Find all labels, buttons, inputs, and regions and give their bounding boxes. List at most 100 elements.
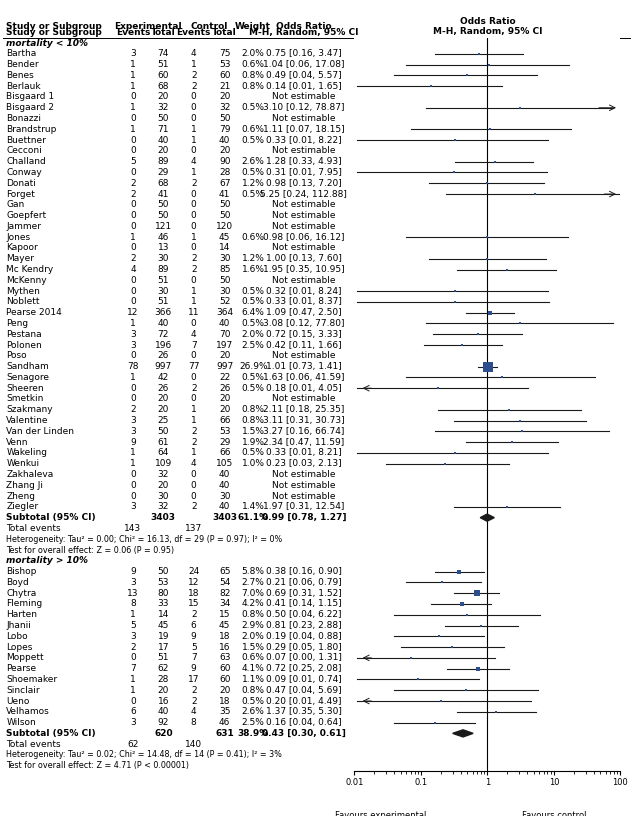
- Text: 72: 72: [158, 330, 169, 339]
- Text: 51: 51: [158, 276, 169, 285]
- Text: 2: 2: [191, 265, 196, 274]
- Text: 90: 90: [219, 157, 230, 166]
- Text: 53: 53: [158, 578, 169, 587]
- Text: Heterogeneity: Tau² = 0.02; Chi² = 14.48, df = 14 (P = 0.41); I² = 3%: Heterogeneity: Tau² = 0.02; Chi² = 14.48…: [6, 751, 282, 760]
- Text: Boyd: Boyd: [6, 578, 29, 587]
- Text: 21: 21: [219, 82, 230, 91]
- Text: 63: 63: [219, 654, 230, 663]
- Text: 0.23 [0.03, 2.13]: 0.23 [0.03, 2.13]: [266, 459, 342, 468]
- Text: 14: 14: [158, 610, 169, 619]
- Text: 82: 82: [219, 588, 230, 597]
- Text: Jones: Jones: [6, 233, 30, 242]
- Text: 74: 74: [158, 49, 169, 58]
- Text: 75: 75: [219, 49, 230, 58]
- Text: 41: 41: [219, 189, 230, 198]
- Text: Bisgaard 1: Bisgaard 1: [6, 92, 54, 101]
- Text: 32: 32: [219, 104, 230, 113]
- Text: 997: 997: [216, 362, 234, 371]
- Text: 0: 0: [191, 373, 197, 382]
- Text: Zheng: Zheng: [6, 491, 35, 500]
- Text: 3: 3: [130, 503, 136, 512]
- Text: 65: 65: [219, 567, 230, 576]
- Text: 0.75 [0.16, 3.47]: 0.75 [0.16, 3.47]: [266, 49, 342, 58]
- Text: 28: 28: [158, 675, 169, 684]
- Text: 54: 54: [219, 578, 230, 587]
- Text: 0.16 [0.04, 0.64]: 0.16 [0.04, 0.64]: [266, 718, 342, 727]
- Text: 78: 78: [127, 362, 139, 371]
- Text: 3.08 [0.12, 77.80]: 3.08 [0.12, 77.80]: [263, 319, 344, 328]
- Text: 11: 11: [188, 308, 199, 317]
- Text: 0.21 [0.06, 0.79]: 0.21 [0.06, 0.79]: [266, 578, 342, 587]
- Text: 51: 51: [158, 654, 169, 663]
- Text: 2.0%: 2.0%: [242, 49, 265, 58]
- Text: 35: 35: [219, 707, 230, 716]
- Text: 50: 50: [158, 567, 169, 576]
- Text: 30: 30: [158, 286, 169, 295]
- Text: 70: 70: [219, 330, 230, 339]
- Text: 0: 0: [130, 92, 136, 101]
- Text: 9: 9: [191, 632, 197, 641]
- Text: 30: 30: [219, 286, 230, 295]
- Text: 0.5%: 0.5%: [242, 319, 265, 328]
- Text: 4: 4: [191, 330, 196, 339]
- Text: 0.31 [0.01, 7.95]: 0.31 [0.01, 7.95]: [266, 168, 342, 177]
- Text: 42: 42: [158, 373, 169, 382]
- Text: Total: Total: [151, 28, 176, 37]
- Text: 109: 109: [154, 459, 172, 468]
- Text: 997: 997: [154, 362, 172, 371]
- Text: 631: 631: [215, 729, 234, 738]
- Text: 2.5%: 2.5%: [242, 718, 265, 727]
- Text: 1.2%: 1.2%: [242, 255, 265, 264]
- Text: Not estimable: Not estimable: [272, 114, 335, 123]
- Text: 1.11 [0.07, 18.15]: 1.11 [0.07, 18.15]: [263, 125, 344, 134]
- Text: mortality > 10%: mortality > 10%: [6, 557, 89, 565]
- Text: 2.34 [0.47, 11.59]: 2.34 [0.47, 11.59]: [263, 437, 344, 446]
- Text: 25: 25: [158, 416, 169, 425]
- Text: 0: 0: [191, 104, 197, 113]
- Text: 0: 0: [130, 211, 136, 220]
- Text: 60: 60: [219, 675, 230, 684]
- Text: 50: 50: [219, 211, 230, 220]
- Text: 2: 2: [191, 503, 196, 512]
- Text: Benes: Benes: [6, 71, 34, 80]
- Text: 46: 46: [158, 233, 169, 242]
- Text: 71: 71: [158, 125, 169, 134]
- Text: 0: 0: [191, 114, 197, 123]
- Text: 2.7%: 2.7%: [242, 578, 265, 587]
- Text: Van der Linden: Van der Linden: [6, 427, 74, 436]
- Text: Mayer: Mayer: [6, 255, 34, 264]
- Text: 32: 32: [158, 470, 169, 479]
- Text: 0.72 [0.25, 2.08]: 0.72 [0.25, 2.08]: [266, 664, 342, 673]
- Text: Not estimable: Not estimable: [272, 201, 335, 210]
- Text: 52: 52: [219, 297, 230, 307]
- Text: 1: 1: [191, 125, 197, 134]
- Text: 0.69 [0.31, 1.52]: 0.69 [0.31, 1.52]: [266, 588, 342, 597]
- Text: 0.38 [0.16, 0.90]: 0.38 [0.16, 0.90]: [266, 567, 342, 576]
- Text: 1.00 [0.13, 7.60]: 1.00 [0.13, 7.60]: [266, 255, 342, 264]
- Text: 12: 12: [127, 308, 139, 317]
- Text: 2: 2: [191, 179, 196, 188]
- Text: 16: 16: [219, 642, 230, 652]
- Text: 61.1%: 61.1%: [237, 513, 269, 522]
- Text: 0: 0: [191, 189, 197, 198]
- Text: 32: 32: [158, 104, 169, 113]
- Text: 2.6%: 2.6%: [242, 707, 265, 716]
- Text: 1: 1: [191, 233, 197, 242]
- Text: 0.6%: 0.6%: [242, 125, 265, 134]
- Text: 20: 20: [219, 352, 230, 361]
- Text: Bonazzi: Bonazzi: [6, 114, 41, 123]
- Text: 3: 3: [130, 340, 136, 349]
- Text: 30: 30: [219, 491, 230, 500]
- Text: 2: 2: [130, 406, 135, 415]
- Text: 40: 40: [219, 503, 230, 512]
- Text: 50: 50: [158, 201, 169, 210]
- Text: 1: 1: [130, 449, 136, 458]
- Text: 12: 12: [188, 578, 199, 587]
- Text: Bender: Bender: [6, 60, 39, 69]
- Text: 0.20 [0.01, 4.49]: 0.20 [0.01, 4.49]: [266, 697, 342, 706]
- Text: 1: 1: [130, 82, 136, 91]
- Text: 14: 14: [219, 243, 230, 252]
- Text: 15: 15: [219, 610, 230, 619]
- Text: Berlauk: Berlauk: [6, 82, 41, 91]
- Text: 34: 34: [219, 600, 230, 609]
